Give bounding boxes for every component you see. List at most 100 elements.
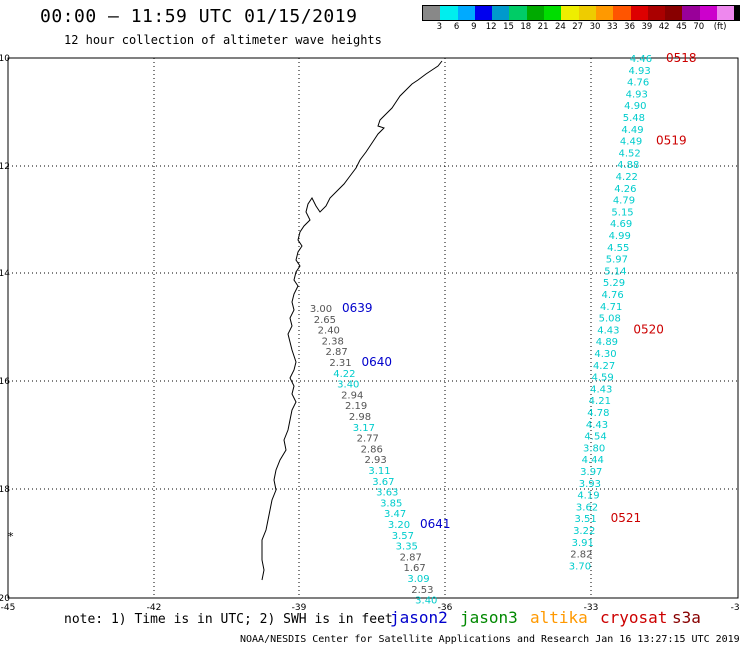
- swh-value: 4.71: [600, 302, 622, 313]
- legend-label: 30: [589, 22, 601, 32]
- longitude-tick-label: -30: [731, 603, 740, 613]
- swh-value: 4.49: [621, 125, 643, 136]
- swh-value: 3.51: [574, 514, 596, 525]
- swh-value: 2.77: [357, 434, 379, 445]
- swh-value: 4.59: [592, 373, 614, 384]
- map-frame: [7, 57, 739, 599]
- swh-value: 3.97: [580, 467, 602, 478]
- asterisk-marker: *: [8, 530, 14, 543]
- legend-label: 9: [471, 22, 477, 32]
- longitude-tick-label: -42: [147, 603, 162, 613]
- pass-time-label: 0518: [666, 51, 697, 65]
- satellite-name-jason3: jason3: [460, 608, 518, 627]
- swh-value: 2.94: [341, 390, 363, 401]
- swh-value: 2.87: [400, 552, 422, 563]
- swh-value: 4.93: [628, 66, 650, 77]
- satellite-name-jason2: jason2: [390, 608, 448, 627]
- legend-label: 12: [485, 22, 497, 32]
- pass-time-label: 0521: [611, 511, 642, 525]
- swh-value: 3.11: [368, 466, 390, 477]
- swh-value: 3.63: [376, 488, 398, 499]
- swh-value: 4.76: [601, 290, 623, 301]
- legend-swatch: [682, 6, 700, 20]
- swh-value: 3.70: [569, 561, 591, 572]
- longitude-tick-label: -33: [584, 603, 599, 613]
- legend-swatch: [578, 6, 596, 20]
- pass-time-label: 0641: [420, 517, 451, 531]
- swh-value: 3.40: [337, 380, 359, 391]
- swh-value: 4.22: [333, 369, 355, 380]
- swh-value: 4.78: [587, 408, 609, 419]
- swh-value: 2.87: [325, 347, 347, 358]
- legend-swatch: [423, 6, 441, 20]
- swh-value: 3.00: [310, 304, 332, 315]
- longitude-tick-label: -39: [292, 603, 307, 613]
- legend-swatch: [492, 6, 510, 20]
- latitude-tick-label: -10: [0, 54, 10, 64]
- swh-value: 5.48: [623, 113, 645, 124]
- longitude-tick-label: -36: [438, 603, 453, 613]
- legend-swatch: [440, 6, 458, 20]
- pass-time-label: 0519: [656, 134, 687, 148]
- coastline: [261, 60, 443, 581]
- swh-value: 4.69: [610, 219, 632, 230]
- swh-value: 4.43: [586, 420, 608, 431]
- pass-time-label: 0640: [362, 355, 393, 369]
- latitude-tick-label: -18: [0, 485, 10, 495]
- swh-value: 4.89: [596, 337, 618, 348]
- swh-value: 4.27: [593, 361, 615, 372]
- legend-swatch: [647, 6, 666, 20]
- swh-value: 2.38: [322, 336, 344, 347]
- legend-swatch: [699, 6, 718, 20]
- latitude-tick-label: -16: [0, 377, 10, 387]
- legend-swatch: [544, 6, 562, 20]
- swh-value: 2.40: [318, 326, 340, 337]
- legend-swatch: [474, 6, 493, 20]
- swh-value: 3.47: [384, 509, 406, 520]
- swh-value: 3.80: [583, 443, 605, 454]
- swh-value: 4.52: [619, 148, 641, 159]
- satellite-name-cryosat: cryosat: [600, 608, 668, 627]
- legend-label: 70: [693, 22, 705, 32]
- altimeter-track-jason2: 3.002.652.402.382.872.314.223.402.942.19…: [310, 301, 451, 607]
- legend-swatch: [509, 6, 527, 20]
- swh-value: 4.76: [627, 78, 649, 89]
- legend-label: 3: [436, 22, 443, 32]
- latitude-tick-label: -14: [0, 269, 10, 279]
- latitude-tick-label: -12: [0, 162, 10, 172]
- swh-value: 3.85: [380, 498, 402, 509]
- legend-label: 6: [453, 22, 460, 32]
- color-legend-labels: 3 6 9 12 15 18 21 24 27 30 33 36 39 42 45 70 (ft): [422, 22, 740, 34]
- longitude-tick-label: -45: [1, 603, 16, 613]
- swh-value: 4.43: [590, 384, 612, 395]
- swh-value: 3.22: [573, 526, 595, 537]
- swh-value: 4.26: [614, 184, 636, 195]
- swh-value: 4.43: [597, 325, 619, 336]
- swh-value: 4.46: [630, 54, 652, 65]
- legend-swatch: [665, 6, 683, 20]
- legend-label: 15: [503, 22, 514, 32]
- swh-value: 5.97: [606, 255, 628, 266]
- legend-swatch: [457, 6, 475, 20]
- swh-value: 2.93: [364, 455, 386, 466]
- legend-label: 18: [520, 22, 532, 32]
- legend-swatch: [630, 6, 648, 20]
- legend-label: 39: [641, 22, 653, 32]
- swh-value: 4.90: [624, 101, 646, 112]
- swh-value: 3.93: [579, 479, 601, 490]
- legend-label: 21: [537, 22, 549, 32]
- swh-value: 3.91: [572, 538, 594, 549]
- swh-value: 2.86: [361, 444, 383, 455]
- swh-value: 3.09: [407, 574, 429, 585]
- swh-value: 2.65: [314, 315, 336, 326]
- satellite-name-s3a: s3a: [672, 608, 701, 627]
- swh-value: 4.93: [626, 89, 648, 100]
- swh-value: 3.57: [392, 531, 414, 542]
- legend-label: (ft): [713, 22, 727, 32]
- swh-value: 5.15: [611, 207, 633, 218]
- swh-value: 3.40: [415, 596, 437, 607]
- swh-value: 4.44: [582, 455, 604, 466]
- color-legend: [422, 5, 740, 21]
- swh-value: 3.20: [388, 520, 410, 531]
